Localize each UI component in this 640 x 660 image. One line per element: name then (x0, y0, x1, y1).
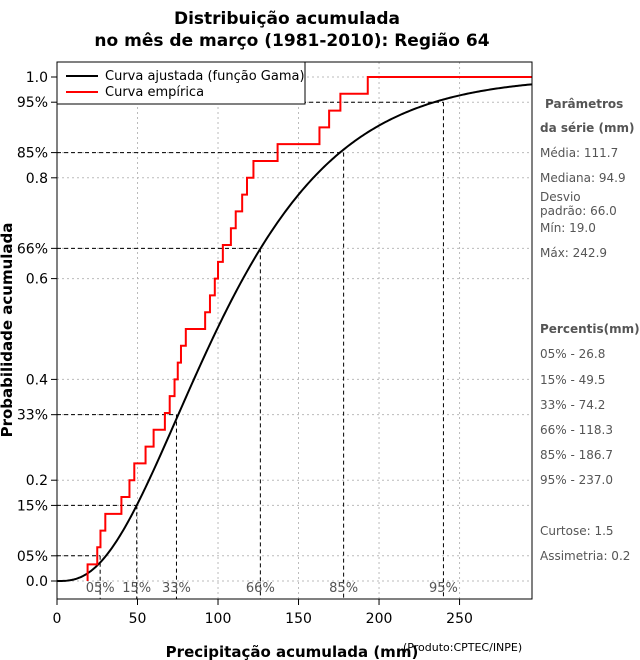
y-tick-label: 66% (17, 241, 48, 257)
percentile-axis-label: 33% (162, 581, 191, 596)
params-heading-2: da série (mm) (540, 121, 634, 135)
params-heading-1: Parâmetros (545, 97, 623, 111)
chart-title: Distribuição acumulada (174, 9, 400, 29)
y-axis-label: Probabilidade acumulada (0, 223, 16, 438)
legend-label-empirical: Curva empírica (105, 85, 204, 100)
credit-label: (Produto:CPTEC/INPE) (403, 641, 522, 654)
legend-label-fitted: Curva ajustada (função Gama) (105, 69, 305, 84)
y-tick-label: 15% (17, 498, 48, 514)
percentile-axis-label: 05% (86, 581, 115, 596)
y-tick-label: 95% (17, 95, 48, 111)
y-tick-label: 05% (17, 549, 48, 565)
x-tick-label: 200 (366, 611, 393, 627)
y-tick-label: 0.2 (26, 473, 48, 489)
axes: 0 50 100 150 200 2500.005%15%0.233%0.40.666%0… (17, 70, 473, 627)
y-tick-label: 33% (17, 408, 48, 424)
percentile-33: 33% - 74.2 (540, 398, 605, 412)
y-tick-label: 0.0 (26, 574, 48, 590)
percentile-axis-label: 85% (329, 581, 358, 596)
percentile-85: 85% - 186.7 (540, 448, 613, 462)
y-tick-label: 85% (17, 146, 48, 162)
x-tick-label: 250 (446, 611, 473, 627)
legend: Curva ajustada (função Gama) Curva empír… (56, 61, 306, 105)
empirical-step-curve (86, 76, 532, 581)
percentile-axis-label: 66% (246, 581, 275, 596)
series (57, 76, 533, 582)
y-tick-label: 1.0 (26, 70, 48, 86)
stat-stddev-1: Desvio (540, 190, 581, 204)
percentiles-heading: Percentis(mm) (540, 322, 640, 336)
stat-mean: Média: 111.7 (540, 146, 618, 160)
percentile-05: 05% - 26.8 (540, 347, 605, 361)
stat-kurtosis: Curtose: 1.5 (540, 524, 614, 538)
stat-median: Mediana: 94.9 (540, 171, 626, 185)
chart-subtitle: no mês de março (1981-2010): Região 64 (94, 31, 489, 51)
x-tick-label: 50 (129, 611, 147, 627)
stat-max: Máx: 242.9 (540, 246, 607, 260)
legend-box (56, 61, 306, 105)
percentile-markers: 05% 15% 33% 66% 85% 95% (57, 101, 458, 599)
plot-frame (56, 61, 533, 600)
percentile-axis-label: 15% (122, 581, 151, 596)
x-tick-label: 0 (53, 611, 62, 627)
fitted-gamma-curve (57, 83, 533, 582)
stat-skewness: Assimetria: 0.2 (540, 549, 630, 563)
x-tick-label: 100 (205, 611, 232, 627)
y-tick-label: 0.6 (26, 272, 48, 288)
percentile-66: 66% - 118.3 (540, 423, 613, 437)
side-panel: Parâmetros da série (mm) Média: 111.7 Me… (540, 97, 640, 563)
stat-min: Mín: 19.0 (540, 221, 596, 235)
stat-stddev-2: padrão: 66.0 (540, 204, 617, 218)
y-tick-label: 0.8 (26, 171, 48, 187)
percentile-95: 95% - 237.0 (540, 473, 613, 487)
percentile-15: 15% - 49.5 (540, 373, 605, 387)
x-axis-label: Precipitação acumulada (mm) (166, 643, 419, 660)
y-tick-label: 0.4 (26, 372, 48, 388)
percentile-axis-label: 95% (429, 581, 458, 596)
grid (56, 62, 532, 599)
x-tick-label: 150 (285, 611, 312, 627)
